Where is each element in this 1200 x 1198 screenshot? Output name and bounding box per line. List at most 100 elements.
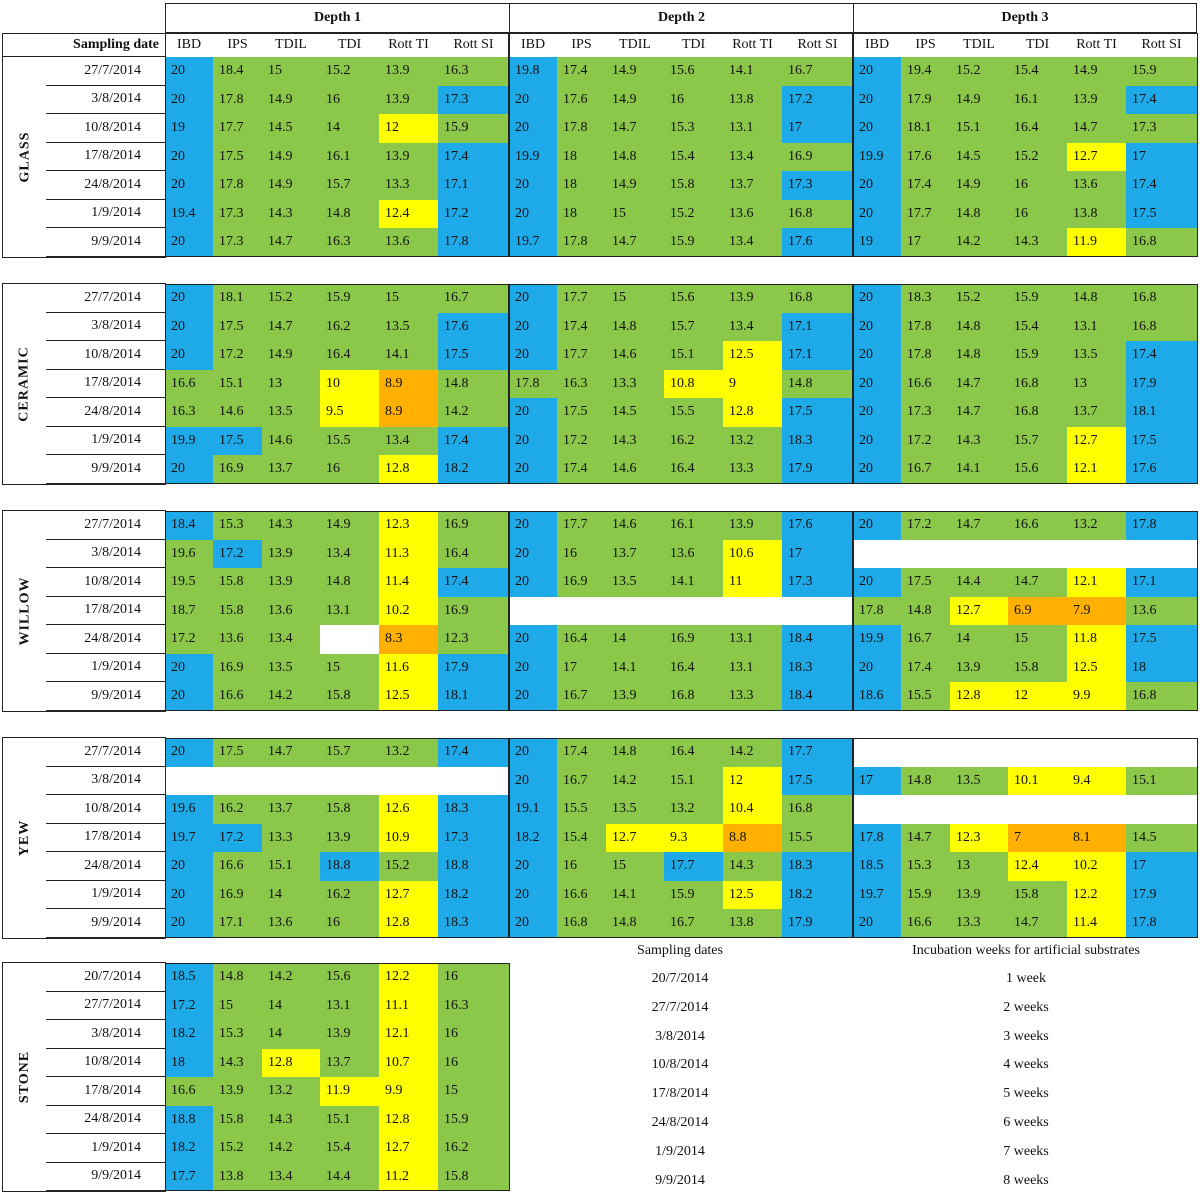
value-cell: 16.9 bbox=[557, 568, 606, 597]
value-cell: 14.7 bbox=[950, 369, 1008, 398]
value-cell: 17.2 bbox=[213, 823, 262, 852]
column-header-rott-si: Rott SI bbox=[797, 37, 838, 52]
value-cell bbox=[1008, 539, 1067, 568]
value-cell: 17.6 bbox=[901, 142, 950, 171]
value-cell: 17.9 bbox=[1126, 880, 1197, 909]
legend-weeks: 1 week bbox=[1005, 971, 1047, 986]
value-cell: 9.5 bbox=[320, 398, 379, 427]
sampling-date: 1/9/2014 bbox=[46, 881, 165, 909]
value-cell: 17.7 bbox=[557, 284, 606, 313]
value-cell: 14.1 bbox=[950, 455, 1008, 484]
value-cell: 17.5 bbox=[782, 398, 853, 427]
value-cell: 8.3 bbox=[379, 625, 438, 654]
value-cell: 20 bbox=[509, 852, 557, 881]
value-cell: 12.7 bbox=[379, 1134, 438, 1163]
value-cell: 20 bbox=[509, 766, 557, 795]
value-cell: 13 bbox=[262, 369, 320, 398]
value-cell: 9 bbox=[723, 369, 782, 398]
value-cell: 17 bbox=[1126, 142, 1197, 171]
value-cell: 10.9 bbox=[379, 823, 438, 852]
value-cell: 14.5 bbox=[262, 114, 320, 143]
value-cell: 16.4 bbox=[664, 653, 723, 682]
value-cell: 17.6 bbox=[782, 511, 853, 540]
value-cell: 17.2 bbox=[901, 511, 950, 540]
value-cell: 13.3 bbox=[379, 171, 438, 200]
value-cell: 15.8 bbox=[1008, 653, 1067, 682]
value-cell: 19.6 bbox=[165, 539, 213, 568]
value-cell: 18 bbox=[1126, 653, 1197, 682]
value-cell: 20 bbox=[853, 369, 901, 398]
value-cell: 13.7 bbox=[606, 539, 664, 568]
value-cell: 16.3 bbox=[557, 369, 606, 398]
value-cell: 18.2 bbox=[165, 1020, 213, 1049]
value-cell: 13.9 bbox=[723, 511, 782, 540]
value-cell: 17.8 bbox=[1126, 511, 1197, 540]
sampling-date: 3/8/2014 bbox=[46, 540, 165, 568]
value-cell: 17.9 bbox=[782, 909, 853, 938]
value-cell: 20 bbox=[509, 85, 557, 114]
value-cell bbox=[213, 766, 262, 795]
value-cell: 7.9 bbox=[1067, 596, 1126, 625]
value-cell: 13.6 bbox=[262, 596, 320, 625]
value-cell: 17.5 bbox=[1126, 199, 1197, 228]
substrate-label-willow: WILLOW bbox=[4, 511, 46, 711]
value-cell: 15.2 bbox=[664, 199, 723, 228]
value-cell: 20 bbox=[165, 85, 213, 114]
value-cell: 17.5 bbox=[438, 341, 509, 370]
sampling-date: 24/8/2014 bbox=[46, 171, 165, 200]
column-header-tdil: TDIL bbox=[619, 37, 651, 52]
value-cell: 19.9 bbox=[853, 142, 901, 171]
value-cell: 14.2 bbox=[950, 228, 1008, 257]
value-cell: 17.3 bbox=[1126, 114, 1197, 143]
value-cell: 17.3 bbox=[782, 568, 853, 597]
value-cell: 18.4 bbox=[782, 682, 853, 711]
value-cell: 15.7 bbox=[320, 738, 379, 767]
value-cell: 17.8 bbox=[557, 114, 606, 143]
value-cell: 17.2 bbox=[901, 426, 950, 455]
value-cell: 18.1 bbox=[438, 682, 509, 711]
value-cell: 16.1 bbox=[320, 142, 379, 171]
value-cell: 13.2 bbox=[723, 426, 782, 455]
value-cell: 17.4 bbox=[438, 738, 509, 767]
legend-weeks: 2 weeks bbox=[1003, 999, 1049, 1015]
value-cell: 9.9 bbox=[379, 1077, 438, 1106]
value-cell: 16.4 bbox=[320, 341, 379, 370]
value-cell: 10.8 bbox=[664, 369, 723, 398]
value-cell: 15.2 bbox=[379, 852, 438, 881]
legend-header-dates: Sampling dates bbox=[637, 943, 723, 958]
value-cell: 20 bbox=[165, 738, 213, 767]
value-cell: 14.9 bbox=[606, 85, 664, 114]
value-cell: 18.1 bbox=[901, 114, 950, 143]
value-cell: 18.2 bbox=[438, 455, 509, 484]
value-cell: 19.4 bbox=[165, 199, 213, 228]
value-cell: 16.9 bbox=[438, 511, 509, 540]
value-cell: 14.8 bbox=[213, 963, 262, 992]
value-cell: 14.2 bbox=[262, 963, 320, 992]
value-cell: 17.8 bbox=[901, 312, 950, 341]
value-cell: 17.1 bbox=[438, 171, 509, 200]
value-cell: 15.5 bbox=[320, 426, 379, 455]
value-cell: 19.7 bbox=[509, 228, 557, 257]
value-cell: 20 bbox=[509, 625, 557, 654]
value-cell: 20 bbox=[509, 511, 557, 540]
value-cell: 18.3 bbox=[901, 284, 950, 313]
value-cell: 19.4 bbox=[901, 57, 950, 86]
value-cell: 17.2 bbox=[557, 426, 606, 455]
value-cell: 17.6 bbox=[1126, 455, 1197, 484]
value-cell: 10.2 bbox=[379, 596, 438, 625]
value-cell: 16.8 bbox=[557, 909, 606, 938]
value-cell: 18.6 bbox=[853, 682, 901, 711]
value-cell: 17.6 bbox=[557, 85, 606, 114]
column-header-tdi: TDI bbox=[681, 37, 706, 52]
value-cell: 17.7 bbox=[557, 341, 606, 370]
legend-date: 10/8/2014 bbox=[651, 1057, 709, 1073]
value-cell: 15.3 bbox=[213, 1020, 262, 1049]
value-cell: 15.4 bbox=[320, 1134, 379, 1163]
value-cell: 16.6 bbox=[165, 369, 213, 398]
value-cell bbox=[901, 795, 950, 824]
value-cell: 17.5 bbox=[901, 568, 950, 597]
value-cell: 16.4 bbox=[557, 625, 606, 654]
value-cell: 13.9 bbox=[320, 823, 379, 852]
sampling-date: 24/8/2014 bbox=[46, 398, 165, 427]
value-cell: 19.9 bbox=[165, 426, 213, 455]
